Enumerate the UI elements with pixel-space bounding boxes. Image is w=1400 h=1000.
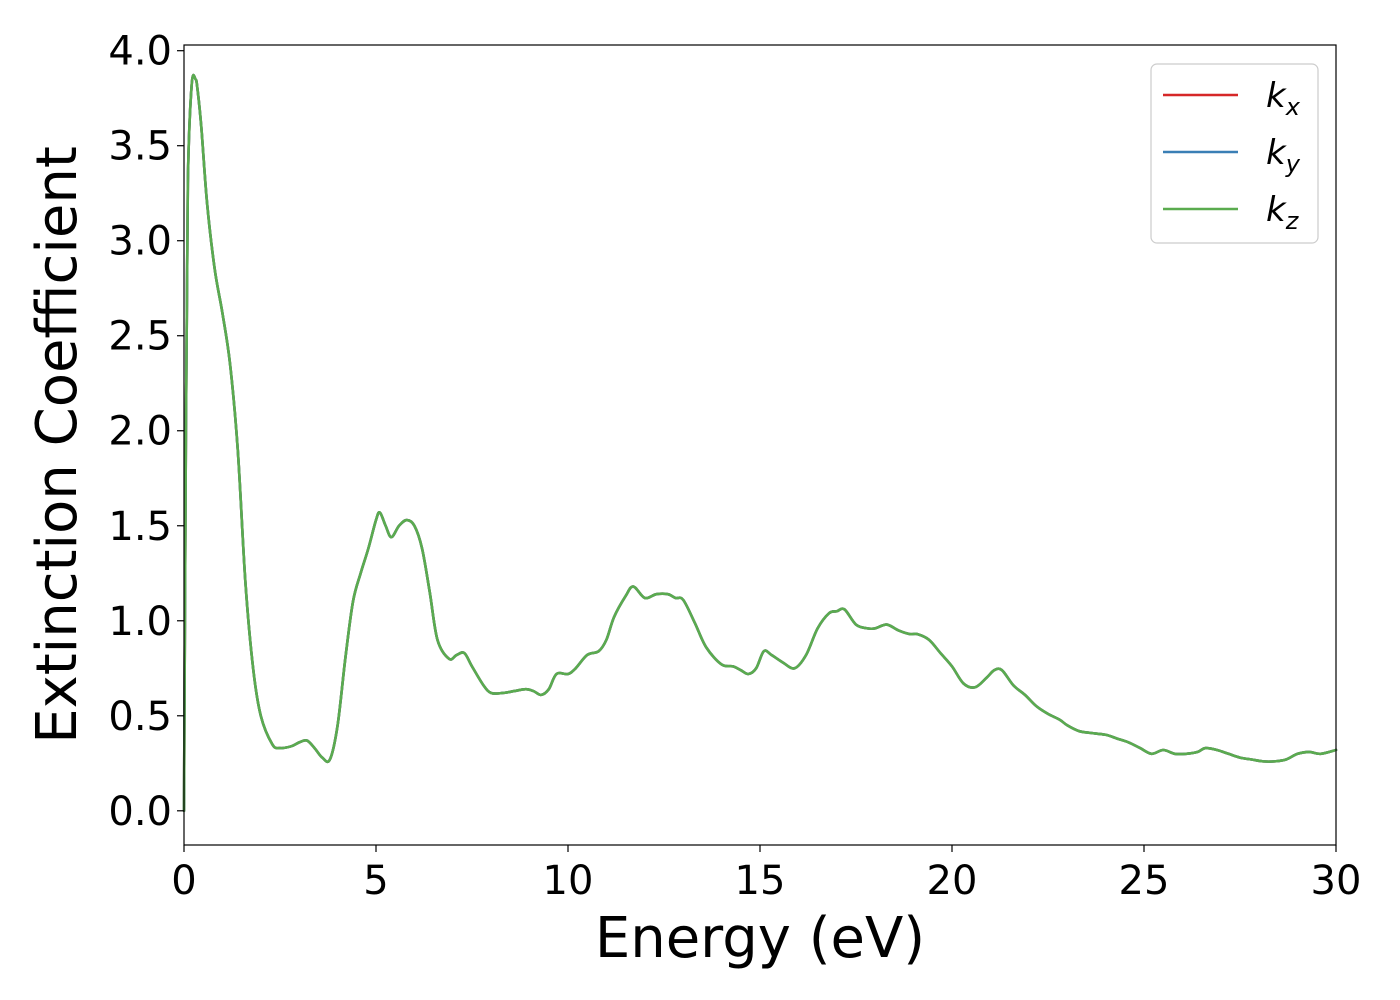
legend-label-kz: kz [1266, 190, 1300, 235]
legend-label-subscript: y [1285, 150, 1301, 178]
legend-label-base: k [1266, 133, 1287, 173]
x-tick-label: 25 [1119, 858, 1170, 904]
x-tick-label: 30 [1311, 858, 1362, 904]
legend-label-subscript: x [1285, 93, 1301, 121]
y-tick-label: 3.0 [108, 219, 172, 265]
x-axis-ticks: 0 5 10 15 20 25 30 [171, 845, 1361, 904]
y-tick-label: 4.0 [108, 29, 172, 75]
y-tick-label: 2.5 [108, 314, 172, 360]
y-axis-ticks: 0.0 0.5 1.0 1.5 2.0 2.5 3.0 3.5 4.0 [108, 29, 184, 835]
legend-label-base: k [1266, 190, 1287, 230]
legend-label-kx: kx [1266, 76, 1301, 121]
plot-background [184, 45, 1336, 845]
legend-label-subscript: z [1285, 207, 1300, 235]
x-tick-label: 0 [171, 858, 196, 904]
x-tick-label: 20 [927, 858, 978, 904]
x-tick-label: 5 [363, 858, 388, 904]
y-axis-title: Extinction Coefficient [25, 146, 90, 744]
y-tick-label: 0.0 [108, 789, 172, 835]
y-tick-label: 2.0 [108, 409, 172, 455]
x-axis-title: Energy (eV) [595, 906, 925, 971]
legend-label-ky: ky [1266, 133, 1301, 178]
x-tick-label: 10 [543, 858, 594, 904]
series-layer [182, 73, 1338, 813]
y-tick-label: 1.0 [108, 599, 172, 645]
legend-box [1150, 63, 1319, 244]
y-tick-label: 0.5 [108, 694, 172, 740]
series-line-k-z [182, 73, 1338, 813]
y-tick-label: 1.5 [108, 504, 172, 550]
x-tick-label: 15 [735, 858, 786, 904]
legend-label-base: k [1266, 76, 1287, 116]
y-tick-label: 3.5 [108, 124, 172, 170]
